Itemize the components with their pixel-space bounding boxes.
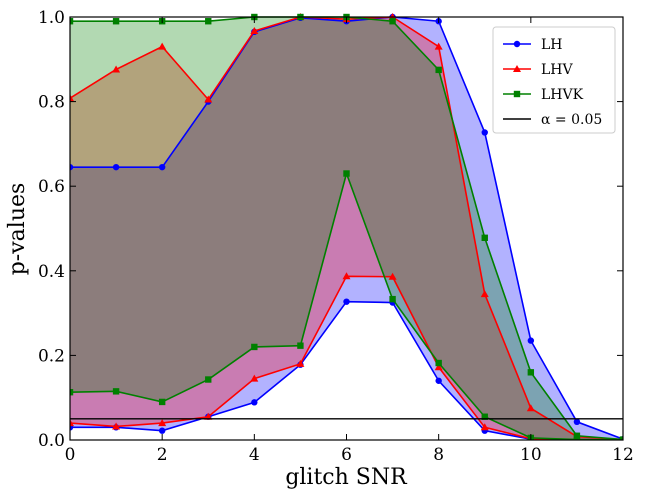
x-tick-label: 10 xyxy=(520,445,542,465)
legend-lhvk-marker xyxy=(513,90,521,98)
lhv-lower-point xyxy=(112,422,121,430)
lhvk-lower-point xyxy=(205,376,212,383)
lh-upper-point xyxy=(158,163,166,171)
lh-upper-point xyxy=(112,163,120,171)
legend-box xyxy=(492,26,616,134)
lhv-lower-point xyxy=(70,419,74,427)
y-tick-label: 1.0 xyxy=(38,8,65,28)
lh-lower-point xyxy=(158,427,166,434)
lh-upper-point xyxy=(573,418,581,426)
lhvk-lower-point xyxy=(619,436,623,440)
lhv-upper-point xyxy=(70,94,74,102)
plot-area xyxy=(70,13,623,440)
lh-upper-point xyxy=(481,129,488,136)
lhvk-lower-point xyxy=(251,343,258,351)
lhv-lower-point xyxy=(250,374,259,382)
lhvk-lower-point xyxy=(435,359,442,367)
lhv-band xyxy=(70,17,623,440)
lhv-upper-point xyxy=(480,290,489,298)
lhvk-lower-point xyxy=(112,388,120,395)
lh-lower-point xyxy=(435,377,442,384)
lhv-lower-point xyxy=(480,423,489,431)
lhv-upper-point xyxy=(112,65,121,73)
lh-lower-point xyxy=(343,298,350,305)
lhv-lower-point xyxy=(388,272,397,280)
y-tick-label: 0.4 xyxy=(38,262,65,282)
legend-lhv-marker xyxy=(513,65,521,72)
lh-upper-point xyxy=(527,337,535,344)
y-axis-label: p-values xyxy=(5,183,30,276)
y-tick-label: 0.2 xyxy=(38,346,65,366)
lhvk-lower-point xyxy=(481,413,488,420)
x-tick-label: 8 xyxy=(433,445,444,465)
legend-lh-marker xyxy=(513,40,521,48)
lhvk-lower-point xyxy=(297,342,304,349)
lhv-lower-point xyxy=(434,363,443,371)
legend-alpha-label: α = 0.05 xyxy=(541,112,602,128)
x-tick-label: 4 xyxy=(249,445,260,465)
lhvk-lower-point xyxy=(389,295,396,303)
lhvk-lower-point xyxy=(343,170,350,177)
lhvk-upper-point xyxy=(112,18,120,25)
legend: LH LHV LHVK α = 0.05 xyxy=(492,26,616,134)
lhvk-lower-point xyxy=(573,436,581,440)
x-tick-label: 0 xyxy=(65,445,76,465)
x-tick-label: 12 xyxy=(612,445,634,465)
x-tick-label: 6 xyxy=(341,445,352,465)
series-layer xyxy=(70,13,623,440)
lhv-lower-point xyxy=(296,359,305,367)
axes: 0 2 4 6 8 10 12 0.0 0.2 0.4 0.6 0.8 1.0 xyxy=(38,8,634,465)
x-tick-label: 2 xyxy=(157,445,168,465)
lhvk-band xyxy=(70,17,623,440)
lhv-upper-point xyxy=(250,26,259,34)
y-tick-label: 0.6 xyxy=(38,177,65,197)
lhvk-upper-point xyxy=(481,234,488,242)
x-axis-label: glitch SNR xyxy=(285,465,408,490)
legend-lh-label: LH xyxy=(541,37,563,53)
lhv-upper-point xyxy=(434,42,443,50)
lhvk-lower-point xyxy=(70,389,74,396)
lh-band xyxy=(70,17,623,440)
lhvk-upper-point xyxy=(70,18,74,25)
lhvk-upper-point xyxy=(435,66,442,74)
lhvk-lower-point xyxy=(158,398,166,406)
lhv-lower-point xyxy=(204,412,213,420)
y-tick-label: 0.0 xyxy=(38,431,65,451)
lh-lower-point xyxy=(251,399,258,406)
legend-lhv-label: LHV xyxy=(541,62,574,78)
y-tick-label: 0.8 xyxy=(38,93,65,113)
lhv-lower-point xyxy=(158,419,167,427)
lhvk-upper-point xyxy=(205,18,212,25)
lhv-upper-point xyxy=(526,404,535,412)
lhv-lower-point xyxy=(342,272,351,280)
lhv-upper-point xyxy=(204,95,213,103)
lhvk-upper-point xyxy=(389,18,396,25)
lhvk-upper-point xyxy=(573,432,581,439)
legend-lhvk-label: LHVK xyxy=(541,87,584,103)
lhv-upper-point xyxy=(158,42,167,50)
lh-upper-point xyxy=(70,163,74,171)
lhvk-upper-point xyxy=(527,369,535,376)
